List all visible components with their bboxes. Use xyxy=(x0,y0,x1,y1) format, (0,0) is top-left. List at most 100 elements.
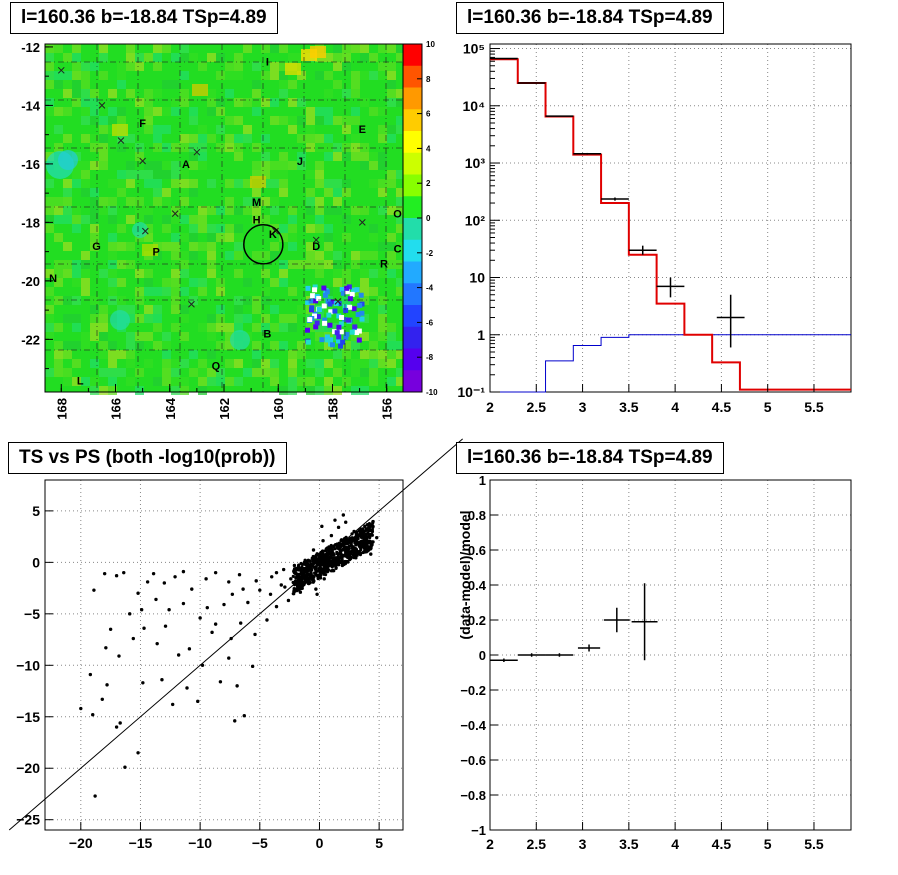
heatmap-cell xyxy=(360,350,369,359)
scatter-point-dense xyxy=(332,545,336,549)
scatter-point-dense xyxy=(309,576,314,580)
x-tick-label: 162 xyxy=(217,398,232,420)
heatmap-cell xyxy=(180,269,189,278)
heatmap-cell xyxy=(297,350,306,359)
source-label: A xyxy=(182,159,190,171)
scatter-point xyxy=(336,525,341,530)
heatmap-cell xyxy=(279,44,288,53)
scatter-point xyxy=(296,566,300,571)
heatmap-cell xyxy=(207,377,216,386)
scatter-point xyxy=(253,632,257,637)
x-tick-label: −10 xyxy=(188,835,212,851)
heatmap-cell xyxy=(135,287,144,296)
heatmap-deficit-cell xyxy=(328,337,334,343)
heatmap-cell xyxy=(81,62,90,71)
heatmap-cell xyxy=(54,359,63,368)
scatter-point-dense xyxy=(338,542,343,546)
heatmap-deficit-cell xyxy=(358,292,364,298)
heatmap-cell xyxy=(45,98,54,107)
heatmap-cell xyxy=(171,368,180,377)
scatter-point xyxy=(311,548,316,552)
scatter-point-dense xyxy=(362,530,366,534)
y-tick-label: −5 xyxy=(24,606,40,622)
x-tick-label: 5 xyxy=(375,835,383,851)
x-tick-label: 158 xyxy=(325,398,340,420)
heatmap-deficit-cell xyxy=(325,298,331,304)
heatmap-deficit-cell xyxy=(349,329,355,335)
heatmap-cell xyxy=(279,323,288,332)
heatmap-cell xyxy=(171,80,180,89)
heatmap-cell xyxy=(126,62,135,71)
heatmap-cell xyxy=(279,116,288,125)
heatmap-cell xyxy=(135,215,144,224)
heatmap-cell xyxy=(189,278,198,287)
heatmap-cell xyxy=(342,341,351,350)
scatter-point-dense xyxy=(370,532,374,537)
scatter-point xyxy=(213,622,218,626)
heatmap-cell xyxy=(333,251,342,260)
heatmap-cell xyxy=(81,260,90,269)
heatmap-cell xyxy=(288,323,297,332)
heatmap-cell xyxy=(108,89,117,98)
heatmap-cell xyxy=(63,53,72,62)
heatmap-cell xyxy=(162,80,171,89)
heatmap-cell xyxy=(216,107,225,116)
y-tick-label: -18 xyxy=(21,215,40,230)
heatmap-cell xyxy=(315,215,324,224)
heatmap-cell xyxy=(306,170,315,179)
heatmap-cell xyxy=(387,170,396,179)
y-tick-label: −0.6 xyxy=(460,753,486,768)
colorbar-segment xyxy=(403,239,422,262)
heatmap-cell xyxy=(396,368,405,377)
scatter-point xyxy=(320,524,324,529)
heatmap-cell xyxy=(369,368,378,377)
heatmap-cell xyxy=(72,179,81,188)
heatmap-cell xyxy=(189,233,198,242)
y-tick-label: -16 xyxy=(21,157,40,172)
colorbar-tick-label: 0 xyxy=(426,214,431,223)
heatmap-cell xyxy=(288,125,297,134)
heatmap-cell xyxy=(162,188,171,197)
scatter-point xyxy=(334,562,338,567)
heatmap-cell xyxy=(306,377,315,386)
heatmap-cell xyxy=(243,179,252,188)
heatmap-cell xyxy=(396,260,405,269)
heatmap-cell xyxy=(144,53,153,62)
heatmap-cell xyxy=(369,287,378,296)
heatmap-cell xyxy=(324,89,333,98)
spectrum-frame xyxy=(489,43,852,393)
heatmap-cell xyxy=(153,44,162,53)
heatmap-cell xyxy=(180,260,189,269)
y-tick-label: 10³ xyxy=(465,155,486,171)
scatter-point xyxy=(173,575,177,579)
heatmap-cell xyxy=(342,44,351,53)
scatter-point xyxy=(229,636,233,641)
heatmap-cell xyxy=(54,269,63,278)
scatter-point xyxy=(363,524,367,529)
x-tick-label: −5 xyxy=(252,835,268,851)
heatmap-deficit-cell xyxy=(313,298,319,304)
scatter-point-dense xyxy=(332,557,336,562)
heatmap-cell xyxy=(99,44,108,53)
heatmap-cell xyxy=(297,152,306,161)
heatmap-cell xyxy=(252,206,261,215)
heatmap-cold-patch xyxy=(230,330,250,350)
scatter-point-dense xyxy=(347,544,351,548)
heatmap-cell xyxy=(189,350,198,359)
heatmap-cell xyxy=(288,242,297,251)
heatmap-cell xyxy=(387,125,396,134)
colorbar-tick-label: -6 xyxy=(426,318,434,327)
heatmap-cell xyxy=(288,80,297,89)
heatmap-cell xyxy=(207,242,216,251)
heatmap-cell xyxy=(72,206,81,215)
heatmap-cell xyxy=(369,251,378,260)
scatter-point xyxy=(100,697,104,701)
heatmap-cell xyxy=(216,143,225,152)
heatmap-cell xyxy=(387,260,396,269)
heatmap-cell xyxy=(171,278,180,287)
heatmap-cell xyxy=(108,206,117,215)
heatmap-cell xyxy=(72,215,81,224)
heatmap-cell xyxy=(153,134,162,143)
heatmap-cell xyxy=(207,224,216,233)
heatmap-cell xyxy=(378,71,387,80)
